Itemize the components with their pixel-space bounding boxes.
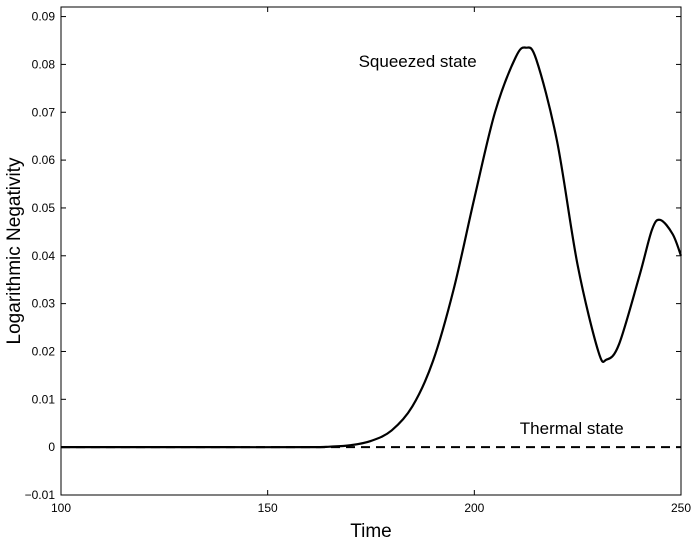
y-tick-label: 0.07: [32, 105, 56, 119]
x-tick-label: 100: [51, 501, 71, 515]
x-tick-label: 150: [258, 501, 278, 515]
y-axis-title: Logarithmic Negativity: [4, 157, 25, 344]
y-tick-label: 0.06: [32, 153, 56, 167]
x-tick-label: 250: [671, 501, 691, 515]
y-tick-label: 0.02: [32, 344, 56, 358]
label-layer: 100 150 200 250 −0.01 0 0.01 0.02 0.03 0.04 0.05 0.…: [25, 10, 692, 515]
plot-frame: [60, 6, 682, 496]
y-tick-label: 0.05: [32, 201, 56, 215]
y-tick-label: −0.01: [25, 488, 56, 502]
y-tick-label: 0.08: [32, 57, 56, 71]
y-tick-label: 0: [48, 440, 55, 454]
series-line-squeezed-state: [61, 46, 683, 449]
x-tick-label: 200: [464, 501, 484, 515]
annotation-squeezed-state: Squeezed state: [359, 52, 477, 71]
y-tick-label: 0.01: [32, 392, 56, 406]
y-tick-label: 0.04: [32, 249, 56, 263]
x-axis-title: Time: [350, 521, 392, 542]
annotation-thermal-state: Thermal state: [520, 419, 624, 438]
y-tick-label: 0.09: [32, 10, 56, 24]
series-layer: [61, 46, 683, 449]
y-tick-label: 0.03: [32, 297, 56, 311]
plot-background: [61, 7, 681, 495]
